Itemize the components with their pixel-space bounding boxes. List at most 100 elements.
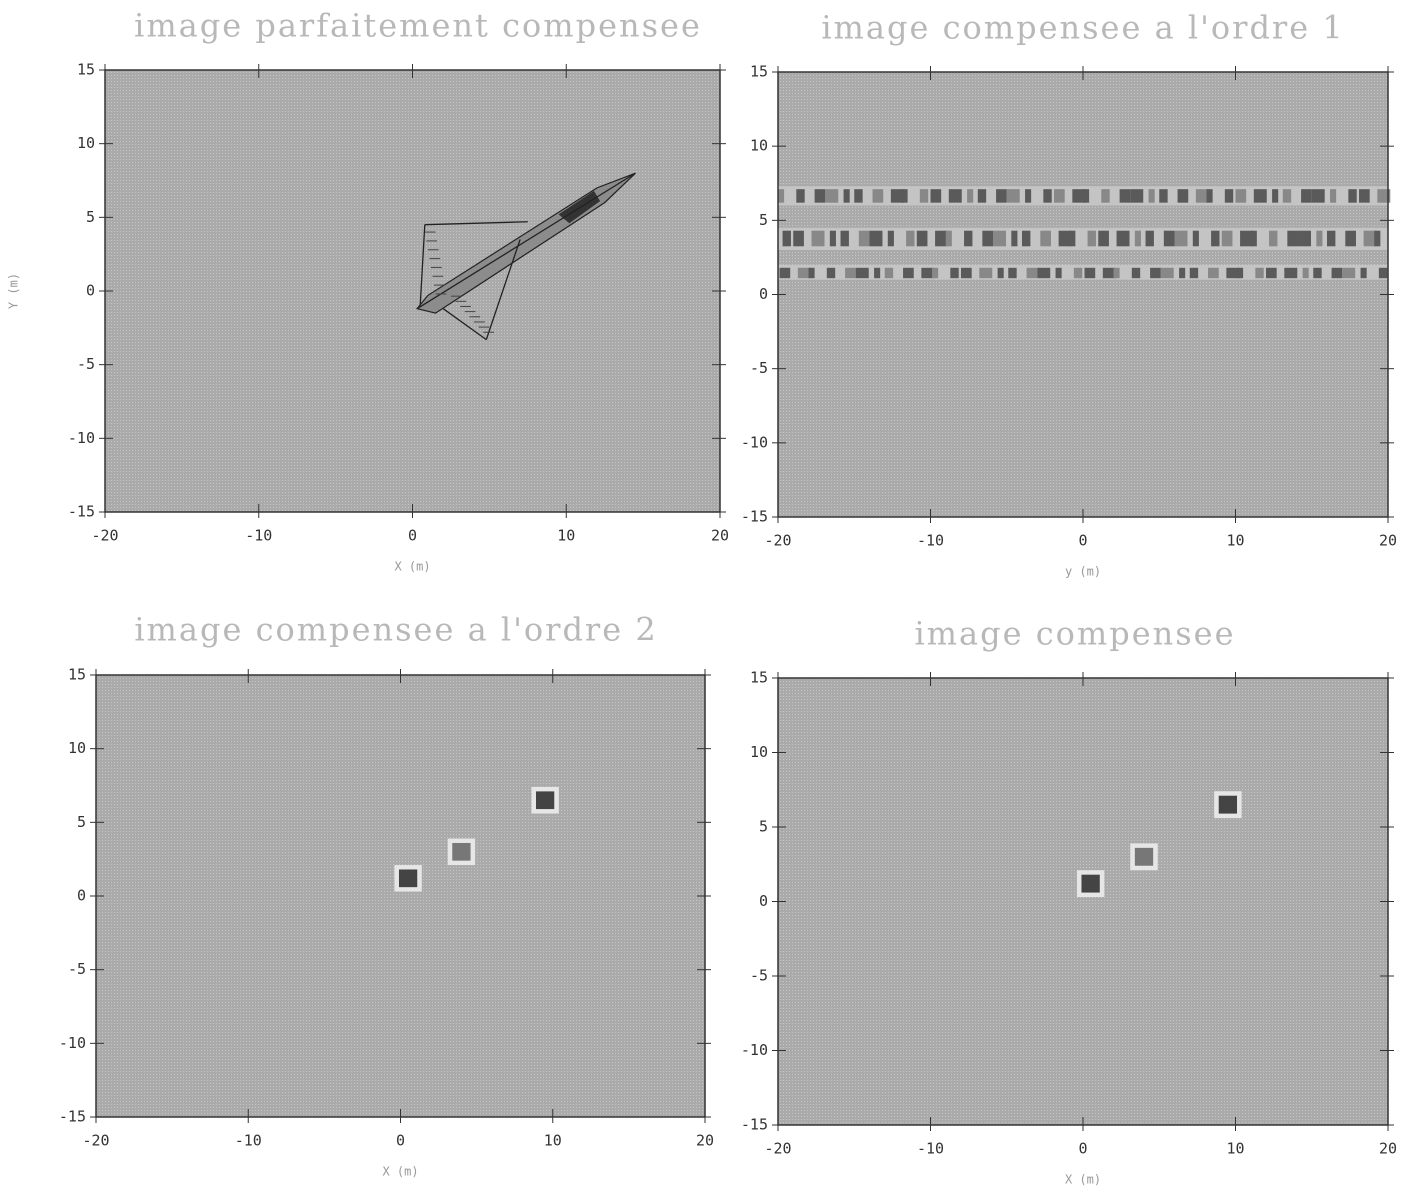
smear-block <box>1222 231 1233 247</box>
y-tick-label: 0 <box>86 282 95 300</box>
smear-block <box>1159 189 1167 202</box>
smear-block <box>1283 189 1291 202</box>
smear-block <box>1303 268 1309 278</box>
y-tick-label: 10 <box>68 739 86 757</box>
x-tick-label: -10 <box>235 1132 262 1150</box>
smear-block <box>1178 189 1189 202</box>
smear-block <box>780 268 791 278</box>
smear-block <box>845 268 856 278</box>
smear-block <box>946 231 952 247</box>
y-tick-label: -5 <box>68 960 86 978</box>
y-tick-label: 10 <box>750 743 768 761</box>
y-tick-label: 15 <box>750 669 768 687</box>
image-texture <box>96 675 705 1117</box>
smear-block <box>967 189 973 202</box>
smear-block <box>812 231 825 247</box>
smear-block <box>961 268 972 278</box>
smear-block <box>1237 268 1243 278</box>
smear-block <box>1135 231 1141 247</box>
smear-block <box>1146 231 1154 247</box>
smear-block <box>859 231 870 247</box>
smear-block <box>830 231 836 247</box>
page: image parfaitement compensee-20-1001020-… <box>0 0 1403 1191</box>
smear-block <box>1207 189 1213 202</box>
panel-title: image compensee a l'ordre 1 <box>821 9 1344 47</box>
y-tick-label: 0 <box>759 892 768 910</box>
smear-block <box>809 268 815 278</box>
y-tick-label: 5 <box>77 813 86 831</box>
smear-block <box>1361 268 1367 278</box>
smear-block <box>1027 268 1038 278</box>
smear-block <box>1085 268 1096 278</box>
smear-block <box>949 189 962 202</box>
smear-block <box>1098 231 1109 247</box>
smear-block <box>1342 268 1355 278</box>
smear-block <box>964 231 972 247</box>
smear-block <box>993 231 1006 247</box>
y-tick-label: 15 <box>68 666 86 684</box>
smear-block <box>1056 268 1062 278</box>
smear-block <box>1008 268 1016 278</box>
smear-block <box>1287 231 1298 247</box>
x-tick-label: 0 <box>1078 532 1087 550</box>
y-tick-label: 15 <box>77 61 95 79</box>
x-tick-label: 20 <box>696 1132 714 1150</box>
smear-block <box>1348 189 1356 202</box>
panel-title: image compensee <box>914 615 1235 653</box>
target-spot <box>452 843 470 861</box>
smear-block <box>950 268 958 278</box>
smear-block <box>998 268 1004 278</box>
y-tick-label: -15 <box>68 503 95 521</box>
smear-block <box>1175 231 1188 247</box>
smear-block <box>888 231 894 247</box>
x-tick-label: -10 <box>245 527 272 545</box>
smear-block <box>906 231 914 247</box>
smear-block <box>1040 231 1051 247</box>
y-tick-label: -10 <box>59 1034 86 1052</box>
x-axis-label: y (m) <box>1065 565 1101 579</box>
smear-block <box>1120 189 1131 202</box>
smear-block <box>1161 268 1174 278</box>
smear-block <box>1359 189 1370 202</box>
smear-block <box>1101 189 1109 202</box>
smear-block <box>1266 268 1277 278</box>
smear-block <box>1254 189 1267 202</box>
x-tick-label: -20 <box>82 1132 109 1150</box>
x-tick-label: 10 <box>557 527 575 545</box>
x-tick-label: 20 <box>1379 1140 1397 1158</box>
smear-block <box>1379 268 1387 278</box>
target-spot <box>1219 796 1237 814</box>
smear-block <box>932 268 938 278</box>
smear-block <box>1255 268 1263 278</box>
smear-block <box>1236 189 1247 202</box>
smear-block <box>783 231 791 247</box>
smear-block <box>1074 268 1082 278</box>
smear-block <box>931 189 942 202</box>
smear-block <box>778 189 784 202</box>
smear-block <box>1011 231 1017 247</box>
smear-block <box>1312 189 1325 202</box>
x-axis-label: X (m) <box>1065 1173 1101 1187</box>
y-tick-label: -15 <box>741 508 768 526</box>
panel: image compensee-20-1001020-15-10-5051015… <box>741 615 1397 1187</box>
target-spot <box>1135 848 1153 866</box>
smear-block <box>1251 231 1257 247</box>
y-tick-label: -10 <box>741 1041 768 1059</box>
y-axis-label: Y (m) <box>7 273 21 309</box>
x-tick-label: -10 <box>917 532 944 550</box>
y-tick-label: -5 <box>750 359 768 377</box>
smear-block <box>917 231 928 247</box>
smear-block <box>1117 231 1130 247</box>
x-tick-label: 20 <box>711 527 729 545</box>
x-tick-label: 0 <box>1078 1140 1087 1158</box>
smear-block <box>1193 231 1199 247</box>
image-texture <box>105 70 720 512</box>
image-texture <box>778 72 1388 517</box>
panel: image compensee a l'ordre 2-20-1001020-1… <box>59 611 714 1179</box>
panel-title: image compensee a l'ordre 2 <box>134 611 657 649</box>
smear-block <box>870 231 883 247</box>
smear-block <box>1149 189 1155 202</box>
y-tick-label: -15 <box>741 1116 768 1134</box>
smear-block <box>1025 189 1031 202</box>
smear-block <box>1179 268 1185 278</box>
